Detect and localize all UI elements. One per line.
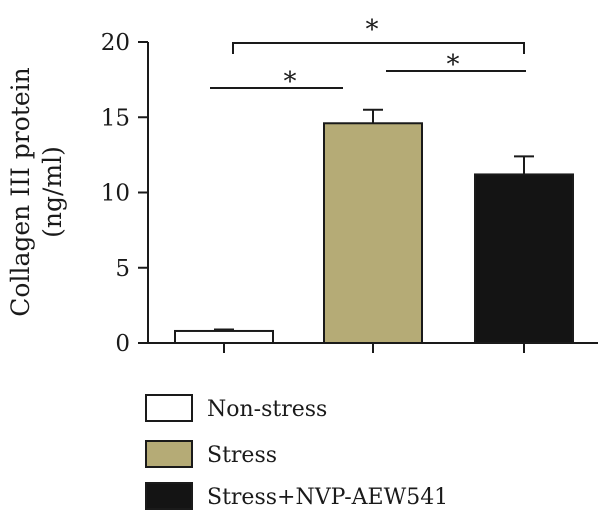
sig-bracket-2	[232, 42, 525, 54]
y-tick-label-4: 20	[101, 30, 130, 56]
y-tick-label-1: 5	[115, 256, 130, 282]
y-axis-label-line1: Collagen III protein	[6, 67, 35, 316]
sig-star-0: *	[284, 67, 297, 97]
y-tick-label-3: 15	[101, 105, 130, 131]
legend-swatch-2	[145, 482, 193, 510]
legend-label-0: Non-stress	[207, 397, 327, 422]
bar-1	[323, 122, 423, 344]
y-axis-title: Collagen III protein (ng/ml)	[6, 67, 67, 316]
bar-2	[474, 173, 574, 344]
y-tick-label-0: 0	[115, 331, 130, 357]
y-axis-label-line2: (ng/ml)	[38, 146, 67, 238]
sig-star-1: *	[447, 50, 460, 80]
y-tick-label-2: 10	[101, 181, 130, 207]
legend-label-2: Stress+NVP-AEW541	[207, 485, 448, 510]
sig-star-2: *	[366, 15, 379, 45]
legend-label-1: Stress	[207, 443, 277, 468]
bar-0	[174, 329, 274, 344]
bars	[174, 108, 574, 344]
significance-brackets: * * *	[210, 15, 526, 97]
legend-swatch-1	[145, 440, 193, 468]
legend: Non-stress Stress Stress+NVP-AEW541	[145, 394, 448, 510]
legend-swatch-0	[145, 394, 193, 422]
